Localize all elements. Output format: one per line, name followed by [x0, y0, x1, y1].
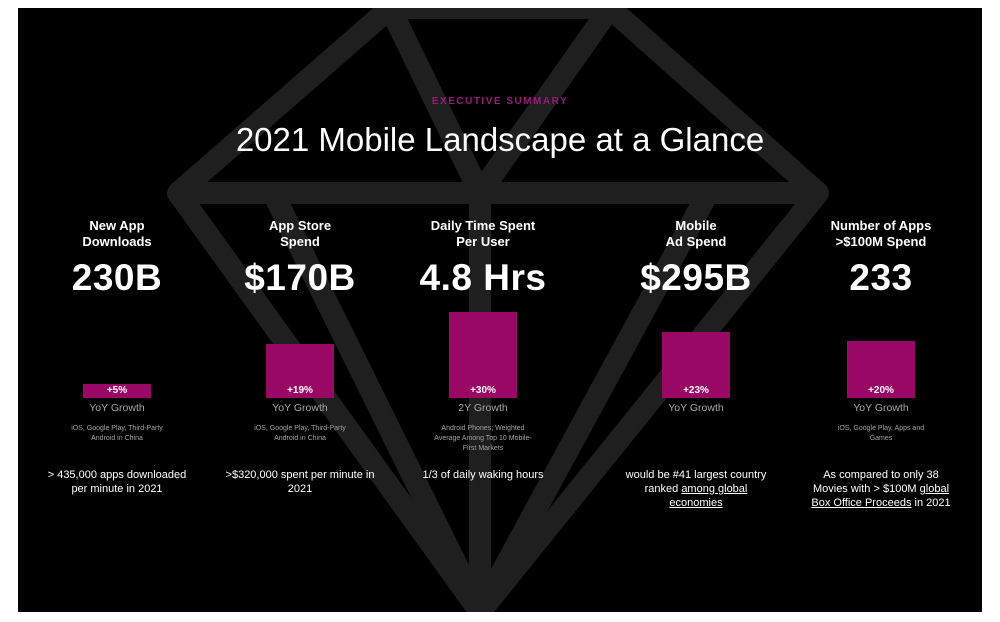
- metric-value: 233: [849, 257, 913, 298]
- growth-bar-label: +20%: [868, 385, 894, 396]
- metric-column: New App Downloads 230B +5% YoY Growth iOS, Go…: [32, 218, 202, 495]
- diamond-background-icon: [167, 8, 829, 612]
- growth-type-label: YoY Growth: [89, 402, 145, 414]
- metric-value: $170B: [244, 257, 356, 298]
- metric-title-line: App Store: [268, 218, 332, 233]
- metric-fact: As compared to only 38 Movies with > $10…: [806, 468, 956, 510]
- metric-title-line: Per User: [456, 234, 510, 249]
- metric-title-line: Daily Time Spent: [430, 218, 536, 233]
- metric-title-line: New App: [89, 218, 145, 233]
- metric-value: $295B: [640, 257, 752, 298]
- metric-footnote: iOS, Google Play, Third-Party Android in…: [71, 425, 163, 442]
- metric-title-line: Spend: [280, 234, 320, 249]
- growth-bar-label: +5%: [106, 385, 128, 396]
- metric-title-line: Mobile: [675, 218, 717, 233]
- metric-fact: >$320,000 spent per minute in 2021: [225, 468, 375, 496]
- growth-bar: +20%: [847, 341, 915, 398]
- growth-bar: +30%: [449, 312, 517, 398]
- metric-fact: would be #41 largest country ranked amon…: [621, 468, 771, 510]
- growth-bar: +19%: [266, 344, 334, 398]
- metric-title-line: Ad Spend: [665, 234, 727, 249]
- growth-bar-label: +19%: [287, 385, 313, 396]
- growth-bar-area: +20%: [796, 310, 966, 398]
- metric-footnote: Android Phones; Weighted Average Among T…: [434, 425, 532, 452]
- metric-title: New App Downloads: [32, 218, 202, 252]
- section-eyebrow: EXECUTIVE SUMMARY: [431, 96, 569, 107]
- metric-title: Daily Time Spent Per User: [398, 218, 568, 252]
- metric-footnote: iOS, Google Play, Apps and Games: [837, 425, 925, 442]
- fact-text: would be #41 largest country ranked: [625, 469, 767, 495]
- growth-bar: +23%: [662, 332, 730, 398]
- growth-bar-area: +5%: [32, 310, 202, 398]
- metric-fact: 1/3 of daily waking hours: [408, 468, 558, 482]
- growth-bar: +5%: [83, 384, 151, 398]
- fact-text: As compared to only 38 Movies with > $10…: [812, 469, 939, 495]
- page-title: 2021 Mobile Landscape at a Glance: [235, 121, 765, 158]
- growth-bar-area: +30%: [398, 310, 568, 398]
- metric-title: App Store Spend: [215, 218, 385, 252]
- fact-link-text[interactable]: among global economies: [669, 483, 748, 509]
- metric-column: App Store Spend $170B +19% YoY Growth iOS, Go…: [215, 218, 385, 495]
- fact-text: in 2021: [911, 497, 951, 509]
- fact-text: > 435,000 apps downloaded per minute in …: [47, 469, 187, 495]
- metric-title: Number of Apps >$100M Spend: [796, 218, 966, 252]
- growth-bar-label: +30%: [470, 385, 496, 396]
- metric-title-line: >$100M Spend: [835, 234, 927, 249]
- growth-type-label: 2Y Growth: [458, 402, 508, 414]
- growth-type-label: YoY Growth: [668, 402, 724, 414]
- fact-link-text[interactable]: global Box Office Proceeds: [811, 483, 950, 509]
- fact-text: 1/3 of daily waking hours: [422, 469, 544, 481]
- metric-footnote: iOS, Google Play, Third-Party Android in…: [254, 425, 346, 442]
- metric-value: 230B: [71, 257, 163, 298]
- growth-type-label: YoY Growth: [272, 402, 328, 414]
- metric-column: Mobile Ad Spend $295B +23% YoY Growth would b…: [611, 218, 781, 509]
- metric-column: Daily Time Spent Per User 4.8 Hrs +30% 2Y Gr…: [398, 218, 568, 481]
- infographic-panel: EXECUTIVE SUMMARY 2021 Mobile Landscape …: [18, 8, 982, 612]
- growth-bar-area: +19%: [215, 310, 385, 398]
- metric-column: Number of Apps >$100M Spend 233 +20% YoY Gro…: [796, 218, 966, 509]
- growth-bar-label: +23%: [683, 385, 709, 396]
- metric-value: 4.8 Hrs: [419, 257, 547, 298]
- growth-type-label: YoY Growth: [853, 402, 909, 414]
- metric-title: Mobile Ad Spend: [611, 218, 781, 252]
- metric-title-line: Number of Apps: [830, 218, 932, 233]
- fact-text: >$320,000 spent per minute in 2021: [225, 469, 375, 495]
- metric-fact: > 435,000 apps downloaded per minute in …: [42, 468, 192, 496]
- metric-title-line: Downloads: [82, 234, 152, 249]
- growth-bar-area: +23%: [611, 310, 781, 398]
